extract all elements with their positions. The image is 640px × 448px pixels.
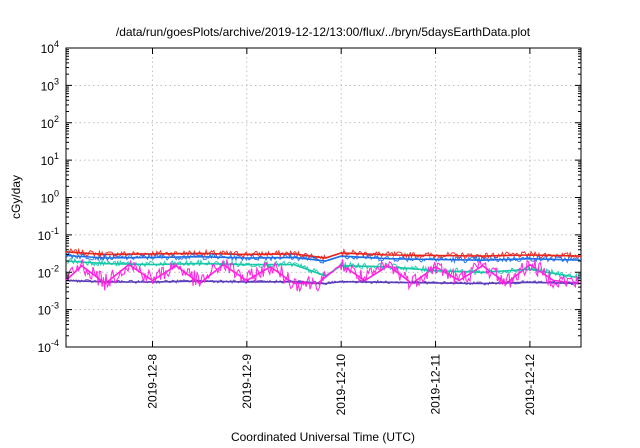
y-tick-label: 10-3: [38, 301, 59, 318]
y-axis-label: cGy/day: [9, 175, 23, 219]
series-noise: [66, 257, 580, 282]
x-axis-label: Coordinated Universal Time (UTC): [231, 430, 415, 444]
chart-title: /data/run/goesPlots/archive/2019-12-12/1…: [116, 25, 531, 39]
x-tick-label: 2019-12-9: [240, 354, 254, 409]
y-tick-label: 10-1: [38, 226, 59, 243]
series-noise: [66, 259, 580, 293]
series-noise: [66, 247, 580, 262]
x-tick-label: 2019-12-10: [334, 354, 348, 416]
axis-layer: 104 103 102 101 100 10-1 10-2 10-3 10-4 2019-12-8…: [38, 39, 581, 415]
x-tick-label: 2019-12-12: [523, 354, 537, 416]
y-tick-label: 101: [41, 151, 59, 168]
y-tick-label: 103: [41, 76, 59, 93]
y-tick-label: 10-2: [38, 263, 59, 280]
x-tick-label: 2019-12-11: [429, 354, 443, 415]
series-noise: [66, 251, 580, 265]
y-tick-label: 10-4: [38, 338, 59, 355]
y-tick-label: 100: [41, 189, 59, 206]
y-tick-label: 104: [41, 39, 59, 56]
x-tick-label: 2019-12-8: [145, 354, 159, 409]
noise-layer: [66, 247, 580, 293]
grid-layer: [66, 48, 581, 347]
y-tick-label: 102: [41, 114, 59, 131]
